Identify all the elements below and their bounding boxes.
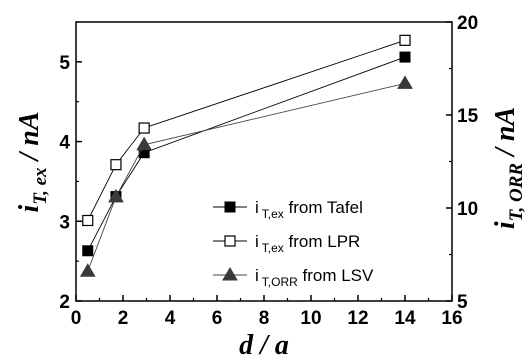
series-layer [79,34,413,277]
series-1-point-2 [138,122,150,134]
y-left-axis-title: iT, ex / nA [14,111,51,212]
legend-label-0: i T,ex from Tafel [255,198,363,221]
y-right-title-main: i [490,221,521,229]
x-axis: 0 2 4 6 8 10 12 14 16 [71,295,463,329]
series-1-point-3 [399,34,411,46]
series-2-point-2 [136,136,153,151]
y-left-tick-label-2: 4 [59,133,70,154]
series-2-point-3 [397,75,413,89]
plot-frame [75,21,453,302]
y-left-tick-label-0: 2 [59,292,70,313]
series-line-0 [87,56,406,251]
x-tick-label-7: 14 [394,308,416,329]
y-right-tick-label-3: 20 [457,13,478,34]
y-right-tick-label-0: 5 [457,292,468,313]
legend-label-1: i T,ex from LPR [255,232,360,255]
y-left-title-unit: / nA [14,111,45,167]
y-right-tick-label-2: 15 [457,106,479,127]
legend-label-sub-1: T,ex [262,241,284,255]
y-left-title-sub: T, ex [30,167,51,205]
x-tick-label-1: 2 [118,308,129,329]
y-right-axis-title: iT, ORR / nA [490,107,527,229]
y-left-tick-label-3: 5 [59,53,70,74]
x-tick-label-0: 0 [71,308,82,329]
legend-label-main-1: i [255,232,259,251]
legend-marker-2 [222,267,238,281]
x-axis-title: d / a [239,330,289,361]
legend-label-sub-2: T,ORR [262,275,298,289]
y-left-axis: 2 3 4 5 [59,21,82,313]
series-1-point-1 [110,159,122,171]
x-tick-label-2: 4 [165,308,176,329]
x-tick-label-4: 8 [259,308,270,329]
x-tick-label-6: 12 [347,308,368,329]
legend-label-rest-0: from Tafel [284,198,363,217]
series-2-point-1 [108,188,124,203]
legend-marker-1 [224,235,236,247]
legend-label-sub-0: T,ex [262,207,284,221]
y-left-title-main: i [14,205,45,213]
legend-marker-0 [224,201,236,213]
x-tick-label-3: 6 [212,308,223,329]
x-tick-label-5: 10 [300,308,321,329]
legend-label-2: i T,ORR from LSV [255,266,374,289]
legend-label-rest-2: from LSV [298,266,374,285]
legend-label-rest-1: from LPR [284,232,361,251]
series-2-point-0 [79,263,96,277]
series-line-2 [87,82,406,272]
y-right-title-unit: / nA [490,107,521,163]
y-right-title-sub: T, ORR [506,163,527,221]
y-left-tick-label-1: 3 [59,212,70,233]
series-1-point-0 [82,214,94,227]
series-0-point-3 [399,51,411,63]
y-right-tick-label-1: 10 [457,199,478,220]
y-right-axis: 5 10 15 20 [446,13,479,313]
series-0-point-0 [82,245,94,257]
series-line-1 [87,39,406,221]
legend-label-main-2: i [255,266,259,285]
legend-label-main-0: i [255,198,259,217]
x-tick-label-8: 16 [441,308,462,329]
